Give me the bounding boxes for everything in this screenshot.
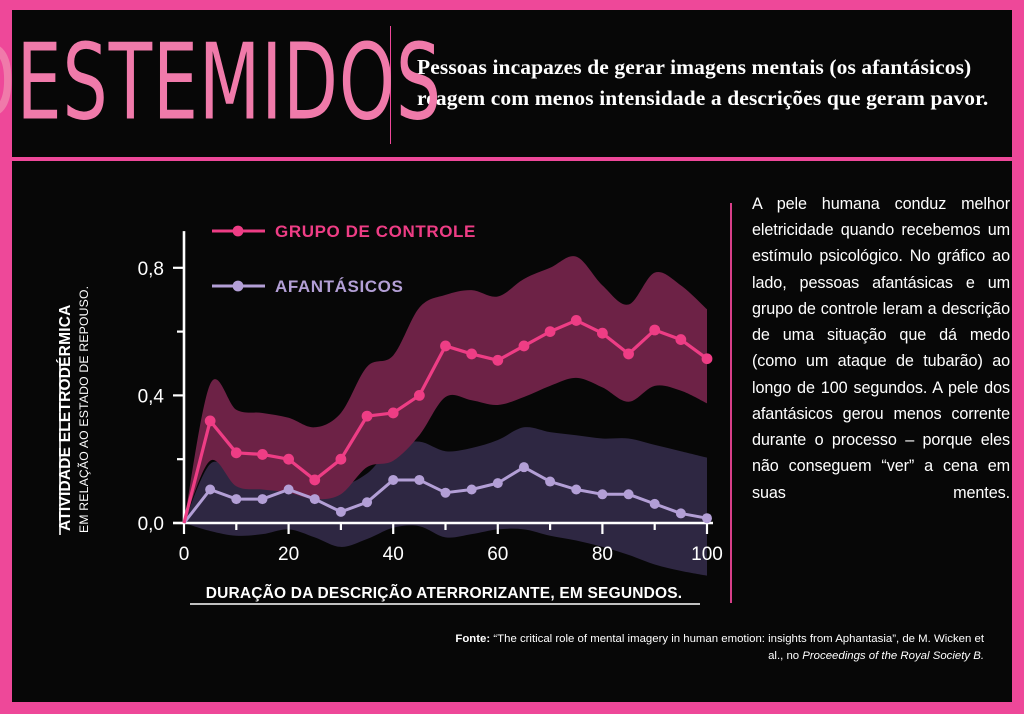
- control-point: [597, 327, 608, 339]
- control-point: [544, 326, 556, 337]
- aphantasia-band: [184, 427, 707, 576]
- vertical-divider: [730, 203, 732, 603]
- x-tick-label: 100: [691, 544, 723, 565]
- y-axis-title-sub: EM RELAÇÃO AO ESTADO DE REPOUSO.: [77, 286, 91, 533]
- x-tick-label: 80: [592, 544, 613, 565]
- control-point: [257, 449, 268, 460]
- aphantasia-point: [571, 484, 582, 495]
- control-point: [204, 415, 216, 427]
- control-point: [387, 407, 399, 419]
- y-tick-label: 0,4: [138, 386, 165, 407]
- control-point: [230, 447, 242, 459]
- aphantasia-point: [362, 497, 373, 508]
- control-point: [413, 390, 425, 401]
- aphantasia-point: [675, 508, 686, 519]
- aphantasia-point: [309, 494, 320, 505]
- control-point: [309, 474, 321, 486]
- control-point: [623, 348, 634, 360]
- source-italic: Proceedings of the Royal Society B.: [802, 650, 984, 663]
- chart-svg: 0 20 40 60 80 100 0,0 0,4 0,8 GRUPO DE CONTROLE: [57, 222, 723, 605]
- control-point: [492, 354, 504, 366]
- source-note: Fonte: “The critical role of mental imag…: [442, 631, 984, 665]
- aphantasia-point: [440, 487, 451, 498]
- legend: GRUPO DE CONTROLE AFANTÁSICOS: [212, 222, 476, 296]
- aphantasia-point: [649, 498, 660, 509]
- aphantasia-point: [545, 476, 556, 487]
- header: DESTEMIDOS Pessoas incapazes de gerar im…: [0, 10, 1012, 156]
- aphantasia-point: [257, 494, 268, 505]
- aphantasia-points: [205, 462, 712, 524]
- aphantasia-point: [283, 484, 294, 495]
- deck-text: Pessoas incapazes de gerar imagens menta…: [417, 54, 989, 110]
- control-point: [649, 324, 661, 336]
- page-title: DESTEMIDOS: [0, 21, 442, 144]
- axes: 0 20 40 60 80 100 0,0 0,4 0,8: [138, 231, 723, 565]
- aphantasia-point: [335, 506, 346, 517]
- y-axis-title-main: ATIVIDADE ELETRODÉRMICA: [57, 305, 74, 531]
- control-point: [466, 348, 478, 360]
- aphantasia-point: [388, 474, 399, 485]
- y-tick-label: 0,8: [138, 259, 164, 280]
- control-point: [335, 453, 347, 465]
- aphantasia-point: [702, 513, 712, 524]
- y-tick-label: 0,0: [138, 514, 164, 535]
- legend-label-control: GRUPO DE CONTROLE: [275, 222, 476, 241]
- aphantasia-point: [597, 489, 608, 500]
- control-point: [675, 334, 687, 345]
- header-divider: [390, 26, 391, 144]
- aphantasia-point: [518, 462, 529, 473]
- chart: 0 20 40 60 80 100 0,0 0,4 0,8 GRUPO DE CONTROLE: [12, 161, 730, 631]
- x-axis-title-text: DURAÇÃO DA DESCRIÇÃO ATERRORIZANTE, EM S…: [206, 584, 683, 602]
- aphantasia-point: [492, 478, 503, 489]
- aphantasia-point: [466, 484, 477, 495]
- control-point: [570, 315, 582, 326]
- control-point: [518, 340, 530, 352]
- aphantasia-point: [414, 474, 425, 485]
- x-tick-label: 20: [278, 544, 299, 565]
- x-tick-label: 40: [383, 544, 404, 565]
- x-axis-title: DURAÇÃO DA DESCRIÇÃO ATERRORIZANTE, EM S…: [190, 584, 700, 605]
- control-point: [361, 410, 373, 422]
- body-area: 0 20 40 60 80 100 0,0 0,4 0,8 GRUPO DE CONTROLE: [12, 161, 1012, 702]
- control-point: [440, 340, 451, 352]
- x-tick-label: 0: [179, 544, 190, 565]
- source-label: Fonte:: [455, 633, 491, 645]
- poster-inner: DESTEMIDOS Pessoas incapazes de gerar im…: [0, 10, 1012, 702]
- masthead-area: DESTEMIDOS: [0, 10, 441, 156]
- source-text: “The critical role of mental imagery in …: [490, 633, 984, 663]
- control-points: [204, 315, 713, 486]
- deck-area: Pessoas incapazes de gerar imagens menta…: [391, 10, 1012, 156]
- legend-label-aphantasia: AFANTÁSICOS: [275, 277, 403, 296]
- side-paragraph: A pele humana conduz melhor eletricidade…: [752, 195, 1010, 502]
- control-point: [701, 353, 713, 365]
- aphantasia-point: [205, 484, 216, 495]
- y-axis-title: ATIVIDADE ELETRODÉRMICA EM RELAÇÃO AO ES…: [57, 286, 91, 535]
- aphantasia-point: [231, 494, 242, 505]
- control-point: [283, 453, 294, 465]
- header-rule: [12, 157, 1012, 161]
- x-tick-label: 60: [487, 544, 508, 565]
- aphantasia-point: [623, 489, 634, 500]
